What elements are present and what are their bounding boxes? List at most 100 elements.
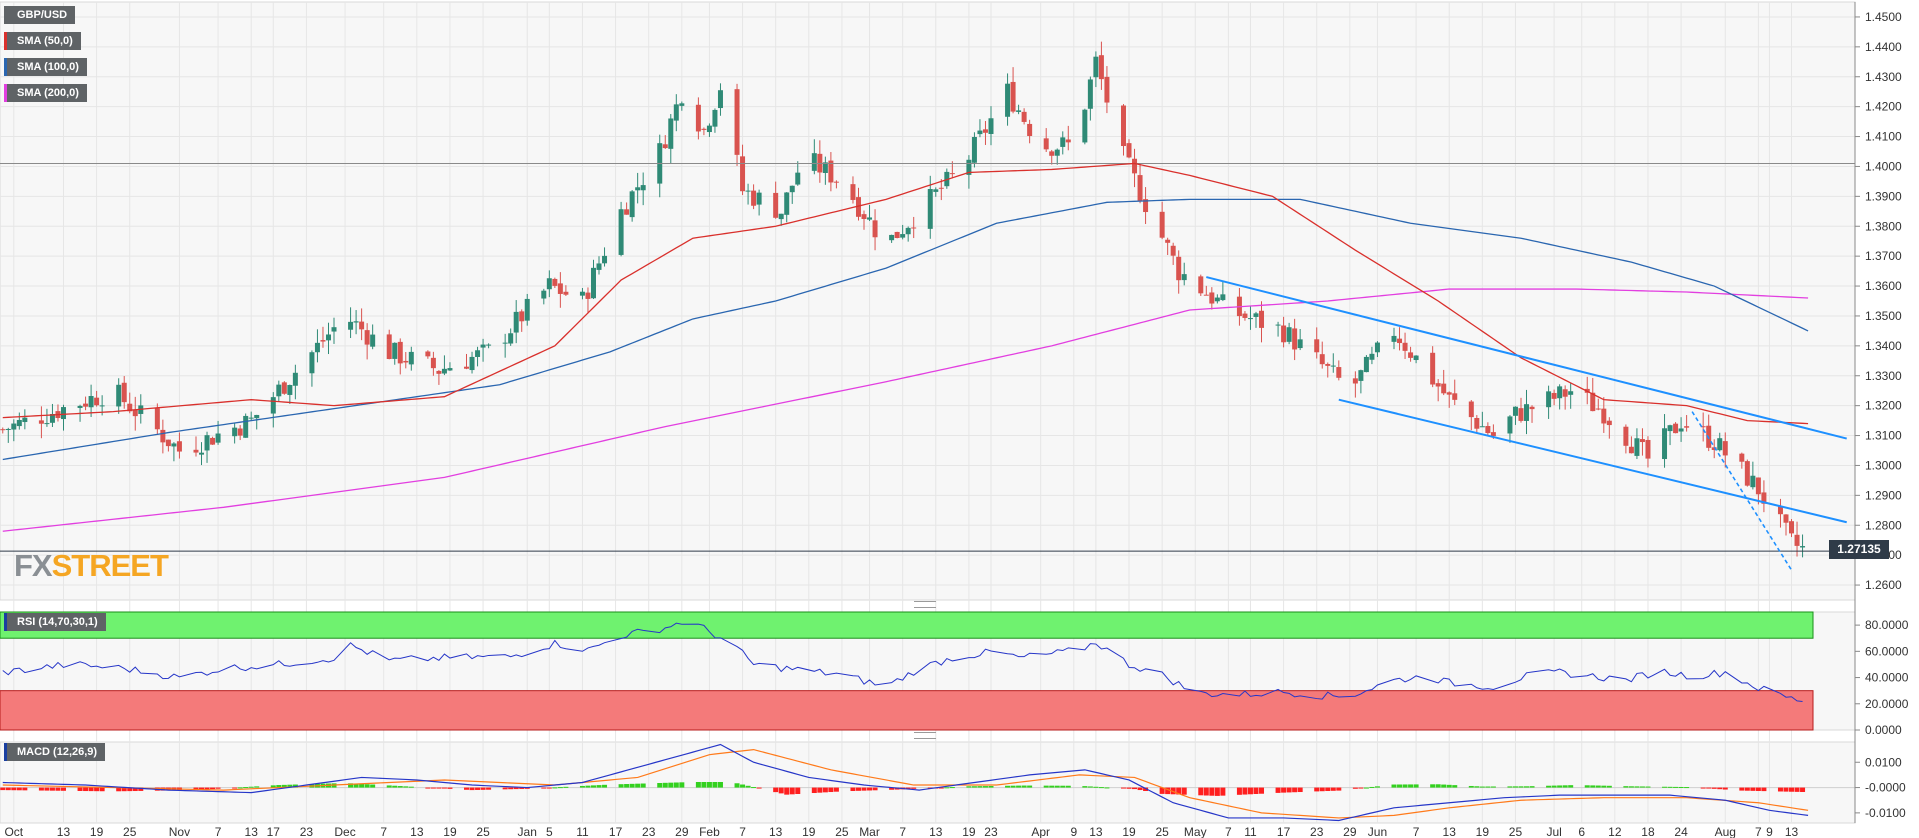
macd-histogram-bar <box>1391 784 1397 788</box>
candle-body <box>1132 158 1138 174</box>
rsi-panel-label[interactable]: RSI (14,70,30,1) <box>4 613 106 631</box>
candle-body <box>1363 356 1369 373</box>
x-tick-label: 25 <box>1509 825 1523 838</box>
macd-histogram-bar <box>1474 786 1480 788</box>
macd-histogram-bar <box>778 787 784 794</box>
legend-gbpusd[interactable]: GBP/USD <box>4 6 76 24</box>
macd-histogram-bar <box>668 782 674 788</box>
macd-histogram-bar <box>662 782 668 788</box>
candle-body <box>1087 79 1093 109</box>
macd-histogram-bar <box>1043 785 1049 788</box>
macd-histogram-bar <box>1684 787 1690 789</box>
macd-histogram-bar <box>270 785 276 788</box>
candle-body <box>386 334 392 360</box>
macd-histogram-bar <box>673 782 679 788</box>
macd-histogram-bar <box>1700 787 1706 789</box>
macd-histogram-bar <box>817 787 823 793</box>
macd-histogram-bar <box>508 787 514 790</box>
pane-splitter-macd[interactable] <box>914 732 936 739</box>
candle-body <box>16 419 22 427</box>
candle-body <box>1330 365 1336 367</box>
logo-street: STREET <box>51 548 169 583</box>
candle-body <box>1628 446 1634 454</box>
candle-body <box>165 439 171 447</box>
candle-body <box>441 368 447 374</box>
macd-histogram-bar <box>966 786 972 788</box>
macd-histogram-bar <box>38 787 44 791</box>
macd-histogram-bar <box>348 783 354 788</box>
legend-sma50[interactable]: SMA (50,0) <box>4 32 81 50</box>
x-tick-label: 23 <box>642 825 656 838</box>
candle-body <box>1684 426 1690 428</box>
macd-histogram-bar <box>1087 786 1093 788</box>
macd-histogram-bar <box>1601 785 1607 788</box>
macd-histogram-bar <box>364 784 370 788</box>
macd-histogram-bar <box>237 787 243 789</box>
macd-histogram-bar <box>436 787 442 789</box>
macd-histogram-bar <box>210 787 216 790</box>
macd-histogram-bar <box>541 787 547 789</box>
macd-histogram-bar <box>1104 787 1110 789</box>
candle-body <box>695 104 701 132</box>
candle-body <box>1021 111 1027 122</box>
pane-splitter-rsi[interactable] <box>914 601 936 608</box>
candle-body <box>243 415 249 438</box>
candle-body <box>1143 199 1149 213</box>
candle-body <box>83 403 89 407</box>
macd-histogram-bar <box>60 787 66 791</box>
y-tick-label: 1.2800 <box>1865 518 1902 532</box>
macd-histogram-bar <box>949 787 955 789</box>
macd-histogram-bar <box>447 787 453 789</box>
macd-histogram-bar <box>938 787 944 789</box>
macd-histogram-bar <box>1634 786 1640 788</box>
candle-body <box>773 192 779 218</box>
macd-histogram-bar <box>1143 787 1149 792</box>
x-tick-label: 11 <box>576 825 589 838</box>
macd-histogram-bar <box>1214 787 1220 796</box>
candle-body <box>1601 408 1607 424</box>
macd-histogram-bar <box>1468 785 1474 788</box>
candle-body <box>1639 439 1645 443</box>
x-tick-label: 13 <box>929 825 943 838</box>
macd-panel-label[interactable]: MACD (12,26,9) <box>4 743 106 761</box>
candle-body <box>276 384 282 397</box>
legend-gbpusd-label: GBP/USD <box>17 9 68 21</box>
macd-histogram-bar <box>11 787 17 791</box>
candle-body <box>828 160 834 183</box>
macd-histogram-bar <box>215 787 221 789</box>
main-panel-background <box>0 1 1856 601</box>
candle-body <box>1634 438 1640 456</box>
candle-body <box>176 441 182 452</box>
x-tick-label: 7 <box>899 825 906 838</box>
rsi-y-tick-label: 0.0000 <box>1865 723 1902 737</box>
candle-body <box>116 384 122 407</box>
macd-histogram-bar <box>1524 786 1530 788</box>
y-tick-label: 1.4200 <box>1865 100 1902 114</box>
macd-histogram-bar <box>679 782 685 788</box>
macd-histogram-bar <box>1645 786 1651 788</box>
macd-histogram-bar <box>1369 786 1375 788</box>
x-tick-label: 29 <box>1343 825 1357 838</box>
candle-body <box>199 452 205 455</box>
legend-sma200[interactable]: SMA (200,0) <box>4 84 87 102</box>
x-tick-label: Feb <box>699 825 720 838</box>
x-tick-label: Oct <box>4 825 23 838</box>
macd-histogram-bar <box>408 786 414 788</box>
y-tick-label: 1.3800 <box>1865 219 1902 233</box>
candle-body <box>1568 391 1574 395</box>
y-tick-label: 1.3100 <box>1865 429 1902 443</box>
legend-sma100[interactable]: SMA (100,0) <box>4 58 87 76</box>
macd-histogram-bar <box>546 787 552 789</box>
macd-histogram-bar <box>1198 787 1204 796</box>
y-tick-label: 1.4000 <box>1865 159 1902 173</box>
macd-histogram-bar <box>1557 785 1563 788</box>
candle-body <box>850 184 856 200</box>
candle-body <box>706 125 712 133</box>
macd-histogram-bar <box>1761 787 1767 792</box>
macd-histogram-bar <box>1794 787 1800 792</box>
candle-body <box>640 185 646 191</box>
macd-histogram-bar <box>1137 787 1143 791</box>
macd-histogram-bar <box>55 787 61 791</box>
macd-histogram-bar <box>756 787 762 789</box>
candle-body <box>1391 335 1397 342</box>
